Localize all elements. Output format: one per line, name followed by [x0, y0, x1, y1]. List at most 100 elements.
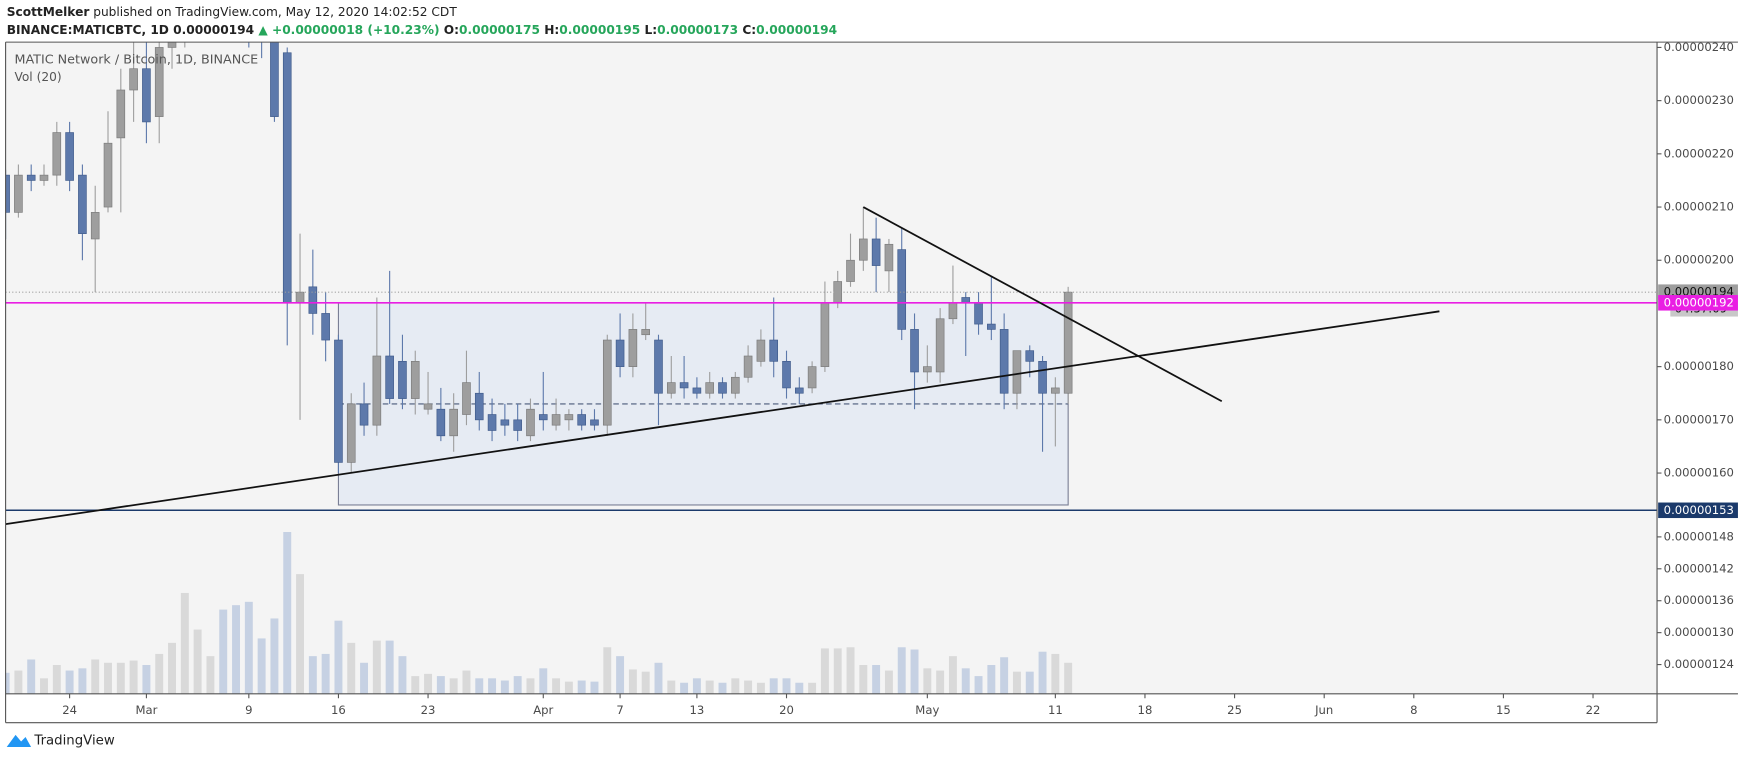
candle-body: [756, 339, 766, 362]
volume-bar: [129, 660, 138, 694]
candle-body: [14, 174, 23, 213]
ohlc-value: 0.00000194: [756, 22, 837, 36]
volume-bar: [14, 670, 23, 694]
volume-bar: [795, 682, 804, 694]
volume-bar: [5, 672, 10, 694]
y-tick-label: 0.00000142: [1664, 561, 1734, 575]
candle-body: [321, 313, 330, 341]
candle-body: [628, 329, 638, 367]
volume-bar: [27, 659, 36, 694]
candle-body: [26, 174, 36, 181]
candle-body: [346, 403, 356, 463]
candle-body: [270, 42, 279, 117]
candle-body: [1025, 350, 1035, 362]
candle-body: [398, 360, 407, 399]
volume-bar: [846, 647, 855, 694]
candle-body: [923, 366, 932, 373]
logo-icon: [6, 734, 32, 748]
candle-body: [295, 291, 305, 304]
x-tick-label: 22: [1586, 703, 1601, 717]
candle-body: [769, 339, 779, 362]
volume-bar: [155, 653, 164, 694]
candle-body: [334, 339, 343, 463]
volume-bar: [987, 665, 996, 694]
candle-body: [935, 318, 945, 373]
candle-body: [474, 392, 484, 421]
candle-body: [308, 286, 318, 314]
volume-bar: [244, 601, 253, 694]
candle-body: [846, 259, 855, 282]
volume-bar: [193, 629, 202, 694]
candle-body: [731, 376, 740, 394]
volume-bar: [1038, 651, 1047, 694]
x-tick-label: 15: [1496, 703, 1511, 717]
volume-bar: [859, 665, 868, 694]
volume-bar: [436, 676, 445, 694]
volume-bar: [564, 681, 573, 694]
ohlc-label: C:: [742, 22, 756, 36]
ohlc-label: L:: [644, 22, 657, 36]
candle-body: [820, 302, 830, 367]
candle-body: [782, 360, 791, 389]
candle-body: [372, 355, 382, 426]
x-tick-label: Mar: [135, 703, 157, 717]
volume-bar: [808, 682, 817, 694]
candle-body: [116, 89, 126, 139]
volume-bar: [116, 662, 125, 694]
volume-bar: [372, 640, 381, 694]
x-tick-label: 11: [1048, 703, 1063, 717]
volume-bar: [513, 676, 522, 694]
price-badge: [1658, 295, 1738, 311]
candle-body: [961, 297, 971, 304]
candle-body: [129, 68, 138, 91]
volume-bar: [756, 682, 765, 694]
candle-body: [564, 414, 574, 421]
volume-bar: [347, 642, 356, 694]
candle-body: [78, 174, 87, 234]
volume-bar: [782, 678, 791, 694]
candle-body: [103, 142, 113, 208]
price-badge-label: 0.00000153: [1664, 503, 1734, 517]
candle-body: [526, 408, 535, 437]
symbol: BINANCE:MATICBTC, 1D: [7, 22, 169, 36]
volume-bar: [78, 668, 87, 694]
volume-bar: [961, 668, 970, 694]
volume-bar: [872, 665, 881, 694]
candle-body: [590, 419, 599, 426]
y-tick-label: 0.00000130: [1664, 625, 1734, 639]
trend-line: [862, 206, 1223, 403]
candle-body: [65, 132, 74, 181]
volume-bar: [40, 678, 48, 694]
candle-body: [807, 366, 817, 389]
x-tick-label: 23: [421, 703, 436, 717]
volume-bar: [360, 662, 369, 694]
brand-logo: TradingView: [6, 733, 115, 748]
volume-bar: [910, 649, 919, 694]
candle-body: [999, 329, 1009, 394]
volume-bar: [628, 669, 637, 694]
axes: 0.00000240 0.00000230 0.00000220 0.00000210…: [62, 40, 1738, 717]
candle-body: [641, 329, 650, 336]
volume-bar: [488, 678, 497, 694]
volume-bar: [65, 670, 74, 694]
candle-body: [1051, 387, 1060, 394]
candle-body: [654, 339, 663, 394]
candle-body: [359, 403, 369, 426]
candle-body: [859, 238, 868, 261]
candle-body: [743, 355, 753, 378]
x-tick-label: 25: [1227, 703, 1242, 717]
volume-bar: [680, 682, 689, 694]
candle-body: [795, 387, 804, 394]
volume-bar: [705, 680, 714, 694]
volume-bar: [1025, 671, 1034, 694]
volume-bar: [833, 648, 842, 694]
y-tick-label: 0.00000124: [1664, 657, 1734, 671]
volume-bar: [424, 673, 433, 694]
candle-body: [577, 414, 586, 426]
volume-bar: [104, 662, 112, 694]
candle-body: [897, 249, 907, 330]
plot: [5, 42, 1658, 694]
candle-body: [154, 47, 164, 117]
